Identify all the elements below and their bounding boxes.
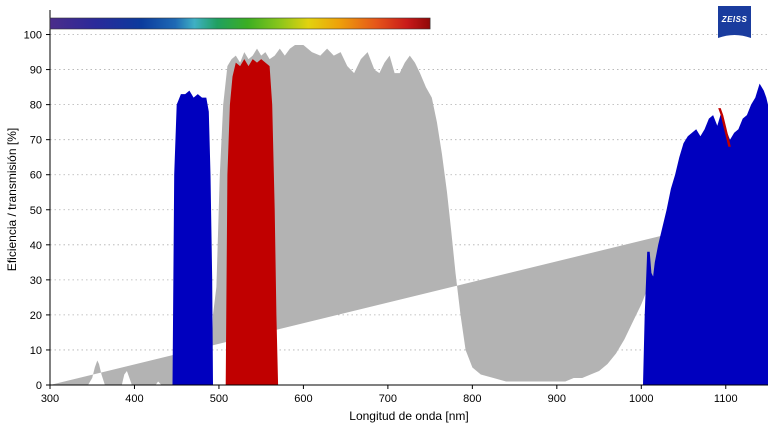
x-tick-label: 900 [548, 393, 566, 405]
series-area-1 [172, 83, 768, 385]
y-tick-label: 70 [30, 135, 42, 147]
wavelength-color-bar [49, 17, 431, 30]
y-axis-title: Eficiencia / transmisión [%] [5, 128, 19, 271]
x-tick-label: 1100 [714, 393, 738, 405]
y-tick-label: 20 [30, 310, 42, 322]
y-tick-labels: 0 10 20 30 40 50 60 70 80 90 100 [24, 30, 42, 392]
x-tick-label: 300 [41, 393, 59, 405]
y-tick-label: 10 [30, 345, 42, 357]
y-tick-label: 40 [30, 240, 42, 252]
series-areas [50, 45, 768, 385]
y-tick-label: 60 [30, 170, 42, 182]
y-tick-label: 0 [36, 380, 42, 392]
zeiss-logo-text: ZEISS [721, 15, 748, 24]
x-tick-label: 1000 [629, 393, 653, 405]
x-tick-labels: 300 400 500 600 700 800 900 1000 1100 [41, 393, 738, 405]
y-tick-label: 90 [30, 65, 42, 77]
series-area-3 [718, 108, 731, 147]
y-tick-label: 100 [24, 30, 42, 42]
x-tick-label: 400 [125, 393, 143, 405]
x-tick-label: 700 [379, 393, 397, 405]
zeiss-logo: ZEISS [718, 6, 751, 38]
x-tick-label: 600 [294, 393, 312, 405]
x-tick-label: 800 [463, 393, 481, 405]
series-area-2 [225, 59, 279, 385]
x-tick-label: 500 [210, 393, 228, 405]
y-tick-label: 80 [30, 100, 42, 112]
axes [46, 10, 768, 389]
x-axis-title: Longitud de onda [nm] [349, 409, 468, 423]
y-tick-label: 50 [30, 205, 42, 217]
y-tick-label: 30 [30, 275, 42, 287]
